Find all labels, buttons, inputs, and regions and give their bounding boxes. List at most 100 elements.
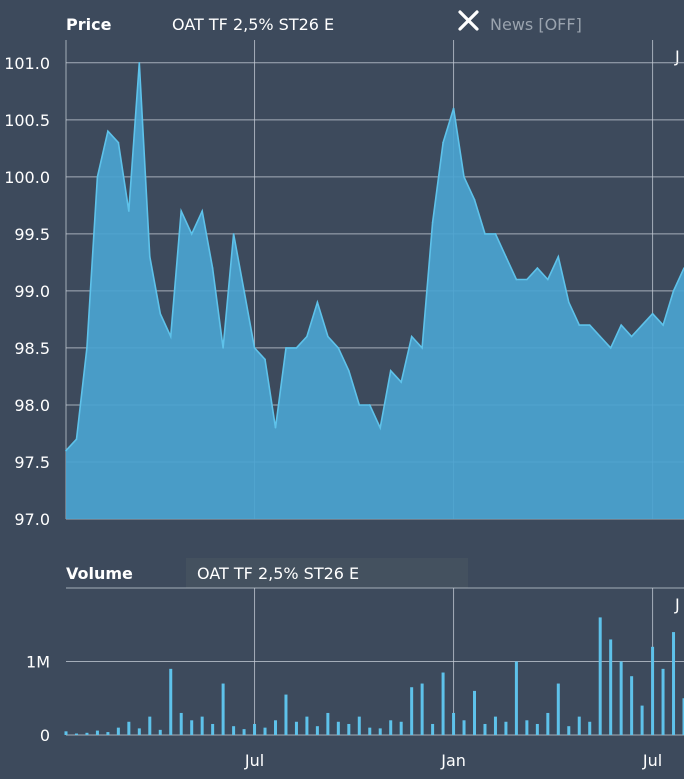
volume-bar	[546, 712, 550, 735]
x-tick-label: Jan	[440, 751, 466, 770]
volume-bar	[326, 712, 330, 735]
price-point	[651, 312, 654, 315]
price-point	[253, 347, 256, 349]
volume-bar	[462, 720, 466, 735]
volume-bar	[389, 720, 393, 735]
price-point	[641, 324, 643, 326]
volume-bar	[535, 723, 539, 735]
volume-bar	[211, 723, 215, 735]
price-point	[201, 210, 203, 212]
news-toggle-label[interactable]: News [OFF]	[490, 15, 582, 34]
price-point	[599, 335, 602, 338]
volume-bar	[682, 698, 684, 735]
volume-bar	[473, 690, 477, 735]
x-tick-label: Jul	[642, 751, 662, 770]
price-point	[609, 347, 612, 349]
volume-bar	[336, 721, 340, 735]
price-point	[264, 358, 266, 361]
volume-bar	[232, 726, 236, 735]
volume-bar	[483, 723, 487, 735]
volume-instrument-box	[186, 558, 468, 588]
volume-bar	[179, 712, 183, 735]
price-point	[547, 278, 549, 281]
volume-bar	[294, 721, 298, 735]
price-point	[536, 267, 539, 269]
price-point	[368, 404, 371, 406]
price-area	[65, 62, 684, 520]
price-point	[505, 255, 507, 258]
price-point	[75, 438, 78, 440]
price-point	[337, 347, 340, 349]
volume-bar	[95, 730, 99, 735]
price-y-axis: 97.0 97.5 98.0 98.5 99.0 99.5 100.0 100.5 101.0	[4, 54, 50, 529]
volume-bar	[284, 694, 288, 735]
volume-bar	[190, 720, 194, 735]
price-point	[484, 233, 486, 235]
price-point	[117, 141, 120, 144]
volume-bar	[106, 732, 110, 735]
price-point	[379, 426, 382, 429]
volume-bar	[368, 727, 372, 735]
volume-bar	[598, 617, 602, 735]
volume-bar	[148, 716, 152, 735]
price-point	[630, 335, 633, 338]
price-point	[348, 369, 350, 372]
volume-bar	[253, 723, 257, 735]
volume-bar	[169, 668, 173, 735]
price-point	[169, 335, 172, 338]
price-y-tick-label: 99.0	[14, 282, 50, 301]
volume-bar	[263, 727, 267, 735]
price-point	[400, 381, 402, 383]
volume-bar	[357, 716, 361, 735]
price-panel-title: Price	[66, 15, 112, 34]
price-point	[421, 347, 423, 349]
volume-bar	[431, 723, 435, 735]
volume-bar	[577, 716, 581, 735]
price-point	[389, 369, 392, 372]
price-point	[578, 324, 581, 326]
price-point	[442, 141, 444, 144]
price-point	[295, 347, 298, 349]
x-axis: Jul Jan Jul	[244, 751, 662, 770]
price-point	[243, 290, 245, 292]
volume-bar	[441, 672, 445, 735]
volume-bar	[64, 731, 68, 735]
price-point	[515, 278, 518, 281]
volume-bar	[347, 723, 351, 735]
price-series-line	[65, 62, 684, 452]
volume-bar	[640, 705, 644, 735]
volume-bar	[305, 716, 309, 735]
price-point	[232, 233, 235, 235]
volume-bar	[619, 661, 623, 735]
price-y-tick-label: 98.5	[14, 339, 50, 358]
volume-bar	[315, 726, 319, 735]
volume-bar	[567, 726, 571, 735]
volume-bar	[661, 668, 665, 735]
volume-y-tick-label: 0	[40, 726, 50, 745]
price-y-tick-label: 100.0	[4, 168, 50, 187]
volume-bar	[514, 661, 518, 735]
volume-bar	[651, 646, 655, 735]
volume-panel-title: Volume	[66, 564, 133, 583]
volume-panel-instrument: OAT TF 2,5% ST26 E	[197, 564, 359, 583]
volume-bar	[609, 639, 613, 735]
price-y-tick-label: 101.0	[4, 54, 50, 73]
x-tick-label: Jul	[244, 751, 264, 770]
price-point	[588, 324, 591, 326]
volume-bar	[493, 716, 497, 735]
price-point	[463, 176, 465, 178]
volume-bar	[410, 687, 414, 735]
price-point	[473, 198, 476, 201]
news-toggle[interactable]: News [OFF]	[458, 10, 582, 34]
price-point	[358, 404, 361, 406]
price-corner-label: J	[674, 47, 680, 66]
volume-bar	[74, 733, 78, 735]
price-point	[211, 267, 214, 269]
price-y-tick-label: 97.5	[14, 453, 50, 472]
close-icon[interactable]	[458, 10, 479, 31]
volume-y-tick-label: 1M	[26, 653, 50, 672]
price-point	[327, 335, 329, 338]
volume-bar	[221, 683, 225, 735]
price-point	[96, 176, 99, 178]
price-point	[494, 233, 497, 235]
